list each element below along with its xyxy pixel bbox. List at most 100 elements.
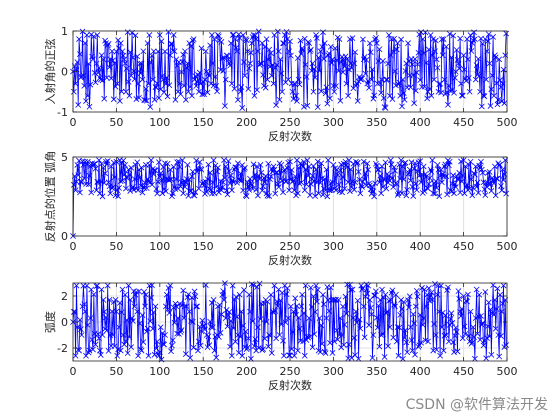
data-point [132,32,139,39]
data-point [433,185,440,191]
data-point [470,324,477,331]
data-point [85,181,92,188]
data-point [312,309,319,315]
data-point [158,177,165,184]
data-point [459,92,466,99]
data-point [264,298,271,305]
data-point [70,88,77,95]
data-point [124,174,131,180]
data-point [237,88,244,95]
data-point [265,160,272,167]
data-point [169,337,176,344]
data-point [319,43,325,50]
data-point [134,53,141,60]
data-point [245,86,252,92]
data-point [257,60,264,67]
data-point [341,185,348,192]
data-point [355,355,362,362]
data-point [433,346,440,353]
data-point [315,54,322,61]
data-point [310,293,317,300]
data-point [394,324,401,330]
data-point [276,96,283,103]
data-point [287,303,294,310]
data-point [491,297,498,303]
data-point [337,97,344,104]
data-point [123,185,129,192]
data-point [82,40,89,47]
data-point [366,85,372,91]
y-tick-label: 1 [61,25,68,38]
data-point [351,186,358,193]
data-point [372,180,378,187]
data-point [84,92,91,99]
data-point [85,60,92,67]
data-point [142,179,148,186]
data-point [86,347,93,354]
data-point [497,77,503,84]
data-point [240,32,247,38]
data-point [371,92,378,99]
data-point [475,189,482,196]
data-point [284,285,291,292]
data-point [274,303,281,310]
data-point [465,291,471,298]
data-point [120,157,127,164]
data-point [405,40,411,47]
data-point [330,82,337,89]
data-point [104,42,111,49]
data-point [364,160,371,167]
data-point [381,354,388,360]
data-point [141,185,148,191]
data-point [88,286,95,293]
data-point [284,165,291,171]
data-point [467,158,474,165]
data-point [119,177,126,184]
data-point [346,157,352,164]
data-point [135,352,141,359]
data-point [356,176,363,183]
data-point [377,297,384,303]
data-point [192,293,199,300]
data-point [88,189,95,196]
data-point [491,180,497,187]
data-point [425,88,431,95]
data-point [454,348,461,355]
data-point [368,76,375,83]
data-point [202,326,208,333]
data-point [77,316,83,323]
data-point [104,282,111,289]
data-point [360,303,367,310]
data-point [426,86,433,92]
data-point [327,43,334,50]
data-point [121,341,128,348]
data-point [386,92,393,99]
data-point [353,308,359,315]
data-point [237,170,244,177]
data-point [427,32,434,38]
data-point [147,179,154,186]
data-point [102,170,108,177]
data-point [268,350,275,356]
data-point [147,318,154,325]
data-point [451,89,457,96]
data-point [82,158,89,165]
data-point [203,189,210,195]
data-point [182,303,188,310]
data-point [452,332,458,339]
data-point [413,69,420,76]
data-point [432,332,439,338]
data-point [130,54,136,61]
data-point [300,46,306,53]
data-point [142,97,148,104]
data-point [186,176,193,183]
x-tick-label: 200 [236,116,257,129]
data-point [379,184,386,190]
data-point [131,76,138,83]
data-point [404,187,411,193]
data-point [117,40,124,47]
data-point [112,83,119,90]
data-point [445,284,451,291]
data-point [354,159,361,166]
data-point [484,48,490,55]
